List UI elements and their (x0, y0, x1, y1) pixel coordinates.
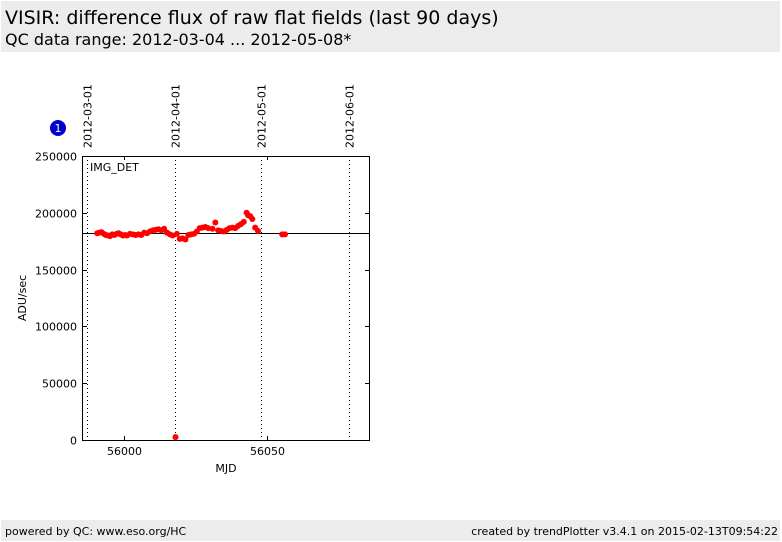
data-points (94, 209, 289, 441)
data-point (249, 216, 256, 223)
date-marker-label: 2012-03-01 (82, 84, 95, 148)
header-bar: VISIR: difference flux of raw flat field… (1, 1, 780, 52)
footer-bar: powered by QC: www.eso.org/HC created by… (1, 520, 780, 541)
y-tick-label: 250000 (35, 151, 77, 164)
panel-label: IMG_DET (90, 161, 139, 174)
y-tick-label: 0 (70, 435, 77, 448)
x-axis-label: MJD (215, 462, 236, 475)
page-subtitle: QC data range: 2012-03-04 ... 2012-05-08… (5, 30, 352, 49)
page-title: VISIR: difference flux of raw flat field… (5, 7, 499, 29)
y-tick-label: 100000 (35, 321, 77, 334)
plot-frame (82, 156, 370, 441)
y-axis-label: ADU/sec (16, 275, 29, 321)
date-marker-labels: 2012-03-01 2012-04-01 2012-05-01 2012-06-01 (82, 84, 357, 148)
data-point (172, 434, 179, 441)
data-point (173, 230, 180, 237)
data-point (255, 227, 262, 234)
y-tick-label: 200000 (35, 208, 77, 221)
y-axis-ticks: 0 50000 100000 150000 200000 250000 (35, 151, 369, 448)
badge-circle[interactable] (50, 120, 66, 136)
data-point (282, 231, 289, 238)
data-point (209, 225, 216, 232)
badge-group[interactable]: 1 (50, 120, 66, 136)
date-marker-label: 2012-06-01 (344, 84, 357, 148)
badge-label: 1 (55, 122, 62, 135)
x-tick-label: 56000 (107, 445, 142, 458)
date-marker-lines (87, 156, 350, 440)
data-point (240, 218, 247, 225)
date-marker-label: 2012-04-01 (170, 84, 183, 148)
data-point (182, 236, 189, 243)
date-marker-label: 2012-05-01 (256, 84, 269, 148)
footer-credit: powered by QC: www.eso.org/HC (5, 525, 187, 538)
y-tick-label: 50000 (42, 378, 77, 391)
y-tick-label: 150000 (35, 265, 77, 278)
data-point (212, 219, 219, 226)
footer-created-by: created by trendPlotter v3.4.1 on 2015-0… (471, 525, 778, 538)
x-axis-ticks: 56000 56050 (107, 156, 285, 458)
x-tick-label: 56050 (250, 445, 285, 458)
